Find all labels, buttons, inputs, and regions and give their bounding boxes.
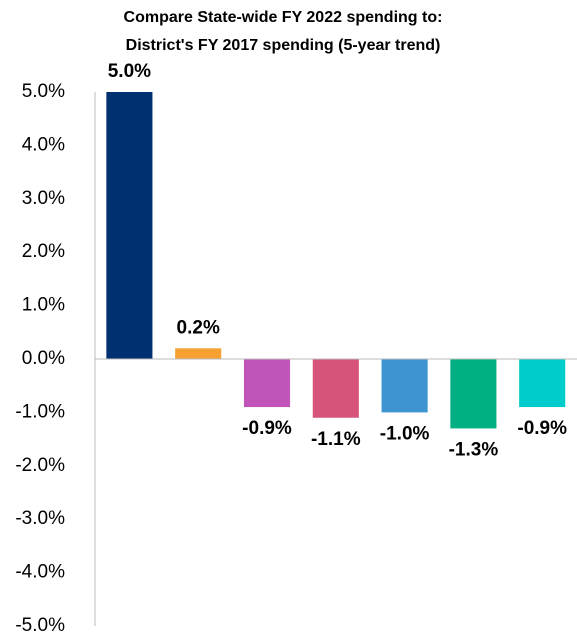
y-tick-label: -4.0%: [15, 562, 65, 583]
y-tick-label: -2.0%: [15, 455, 65, 476]
bar: [519, 359, 566, 408]
bar: [312, 359, 359, 418]
y-tick-label: 3.0%: [22, 188, 65, 209]
y-tick-label: 2.0%: [22, 241, 65, 262]
y-tick-label: 5.0%: [22, 81, 65, 102]
data-label: -1.1%: [311, 429, 361, 450]
bar: [450, 359, 497, 429]
bar: [243, 359, 291, 408]
y-tick-label: -3.0%: [15, 508, 65, 529]
y-tick-label: 4.0%: [22, 134, 65, 155]
chart-title: Compare State-wide FY 2022 spending to:: [124, 9, 443, 26]
y-tick-label: 1.0%: [22, 295, 65, 316]
bar: [381, 359, 428, 413]
data-label: -0.9%: [517, 418, 567, 439]
data-label: -0.9%: [242, 418, 292, 439]
data-label: -1.0%: [380, 423, 430, 444]
y-tick-label: -1.0%: [15, 401, 65, 422]
chart-subtitle: District's FY 2017 spending (5-year tren…: [126, 37, 441, 54]
bar: [106, 92, 153, 359]
bar: [175, 348, 222, 359]
y-tick-label: -5.0%: [15, 615, 65, 636]
data-label: 5.0%: [108, 61, 151, 82]
y-tick-label: 0.0%: [22, 348, 65, 369]
data-label: -1.3%: [449, 439, 499, 460]
data-label: 0.2%: [177, 317, 220, 338]
